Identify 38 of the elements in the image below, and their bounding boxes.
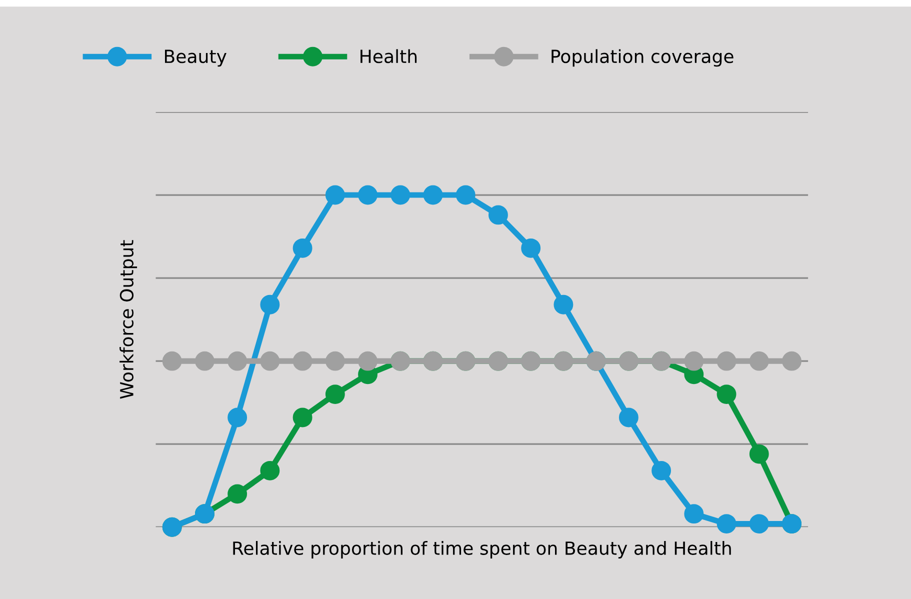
point	[162, 351, 182, 371]
point	[292, 351, 312, 371]
point	[292, 238, 312, 258]
point	[325, 351, 345, 371]
point	[488, 205, 508, 225]
point	[456, 185, 476, 205]
point	[716, 384, 736, 404]
point	[292, 408, 312, 428]
point	[716, 514, 736, 534]
point	[782, 351, 802, 371]
point	[260, 351, 280, 371]
point	[228, 484, 248, 504]
point	[684, 504, 704, 524]
point	[325, 185, 345, 205]
x-axis-title: Relative proportion of time spent on Beauty and Health	[233, 541, 731, 558]
point	[260, 460, 280, 480]
point	[325, 384, 345, 404]
point	[749, 351, 769, 371]
point	[228, 351, 248, 371]
legend-label: Beauty	[164, 50, 226, 67]
point	[423, 185, 443, 205]
point	[260, 294, 280, 314]
y-axis-title: Workforce Output	[120, 240, 138, 399]
point	[390, 185, 410, 205]
point	[716, 351, 736, 371]
point	[358, 185, 378, 205]
point	[228, 408, 248, 428]
point	[521, 238, 541, 258]
point	[652, 460, 672, 480]
point	[358, 351, 378, 371]
legend-label: Population coverage	[552, 49, 734, 67]
legend-label: Health	[360, 49, 417, 64]
point	[684, 351, 704, 371]
point	[554, 294, 574, 314]
point	[749, 514, 769, 534]
point	[194, 351, 214, 371]
point	[618, 408, 638, 428]
point	[749, 444, 769, 464]
